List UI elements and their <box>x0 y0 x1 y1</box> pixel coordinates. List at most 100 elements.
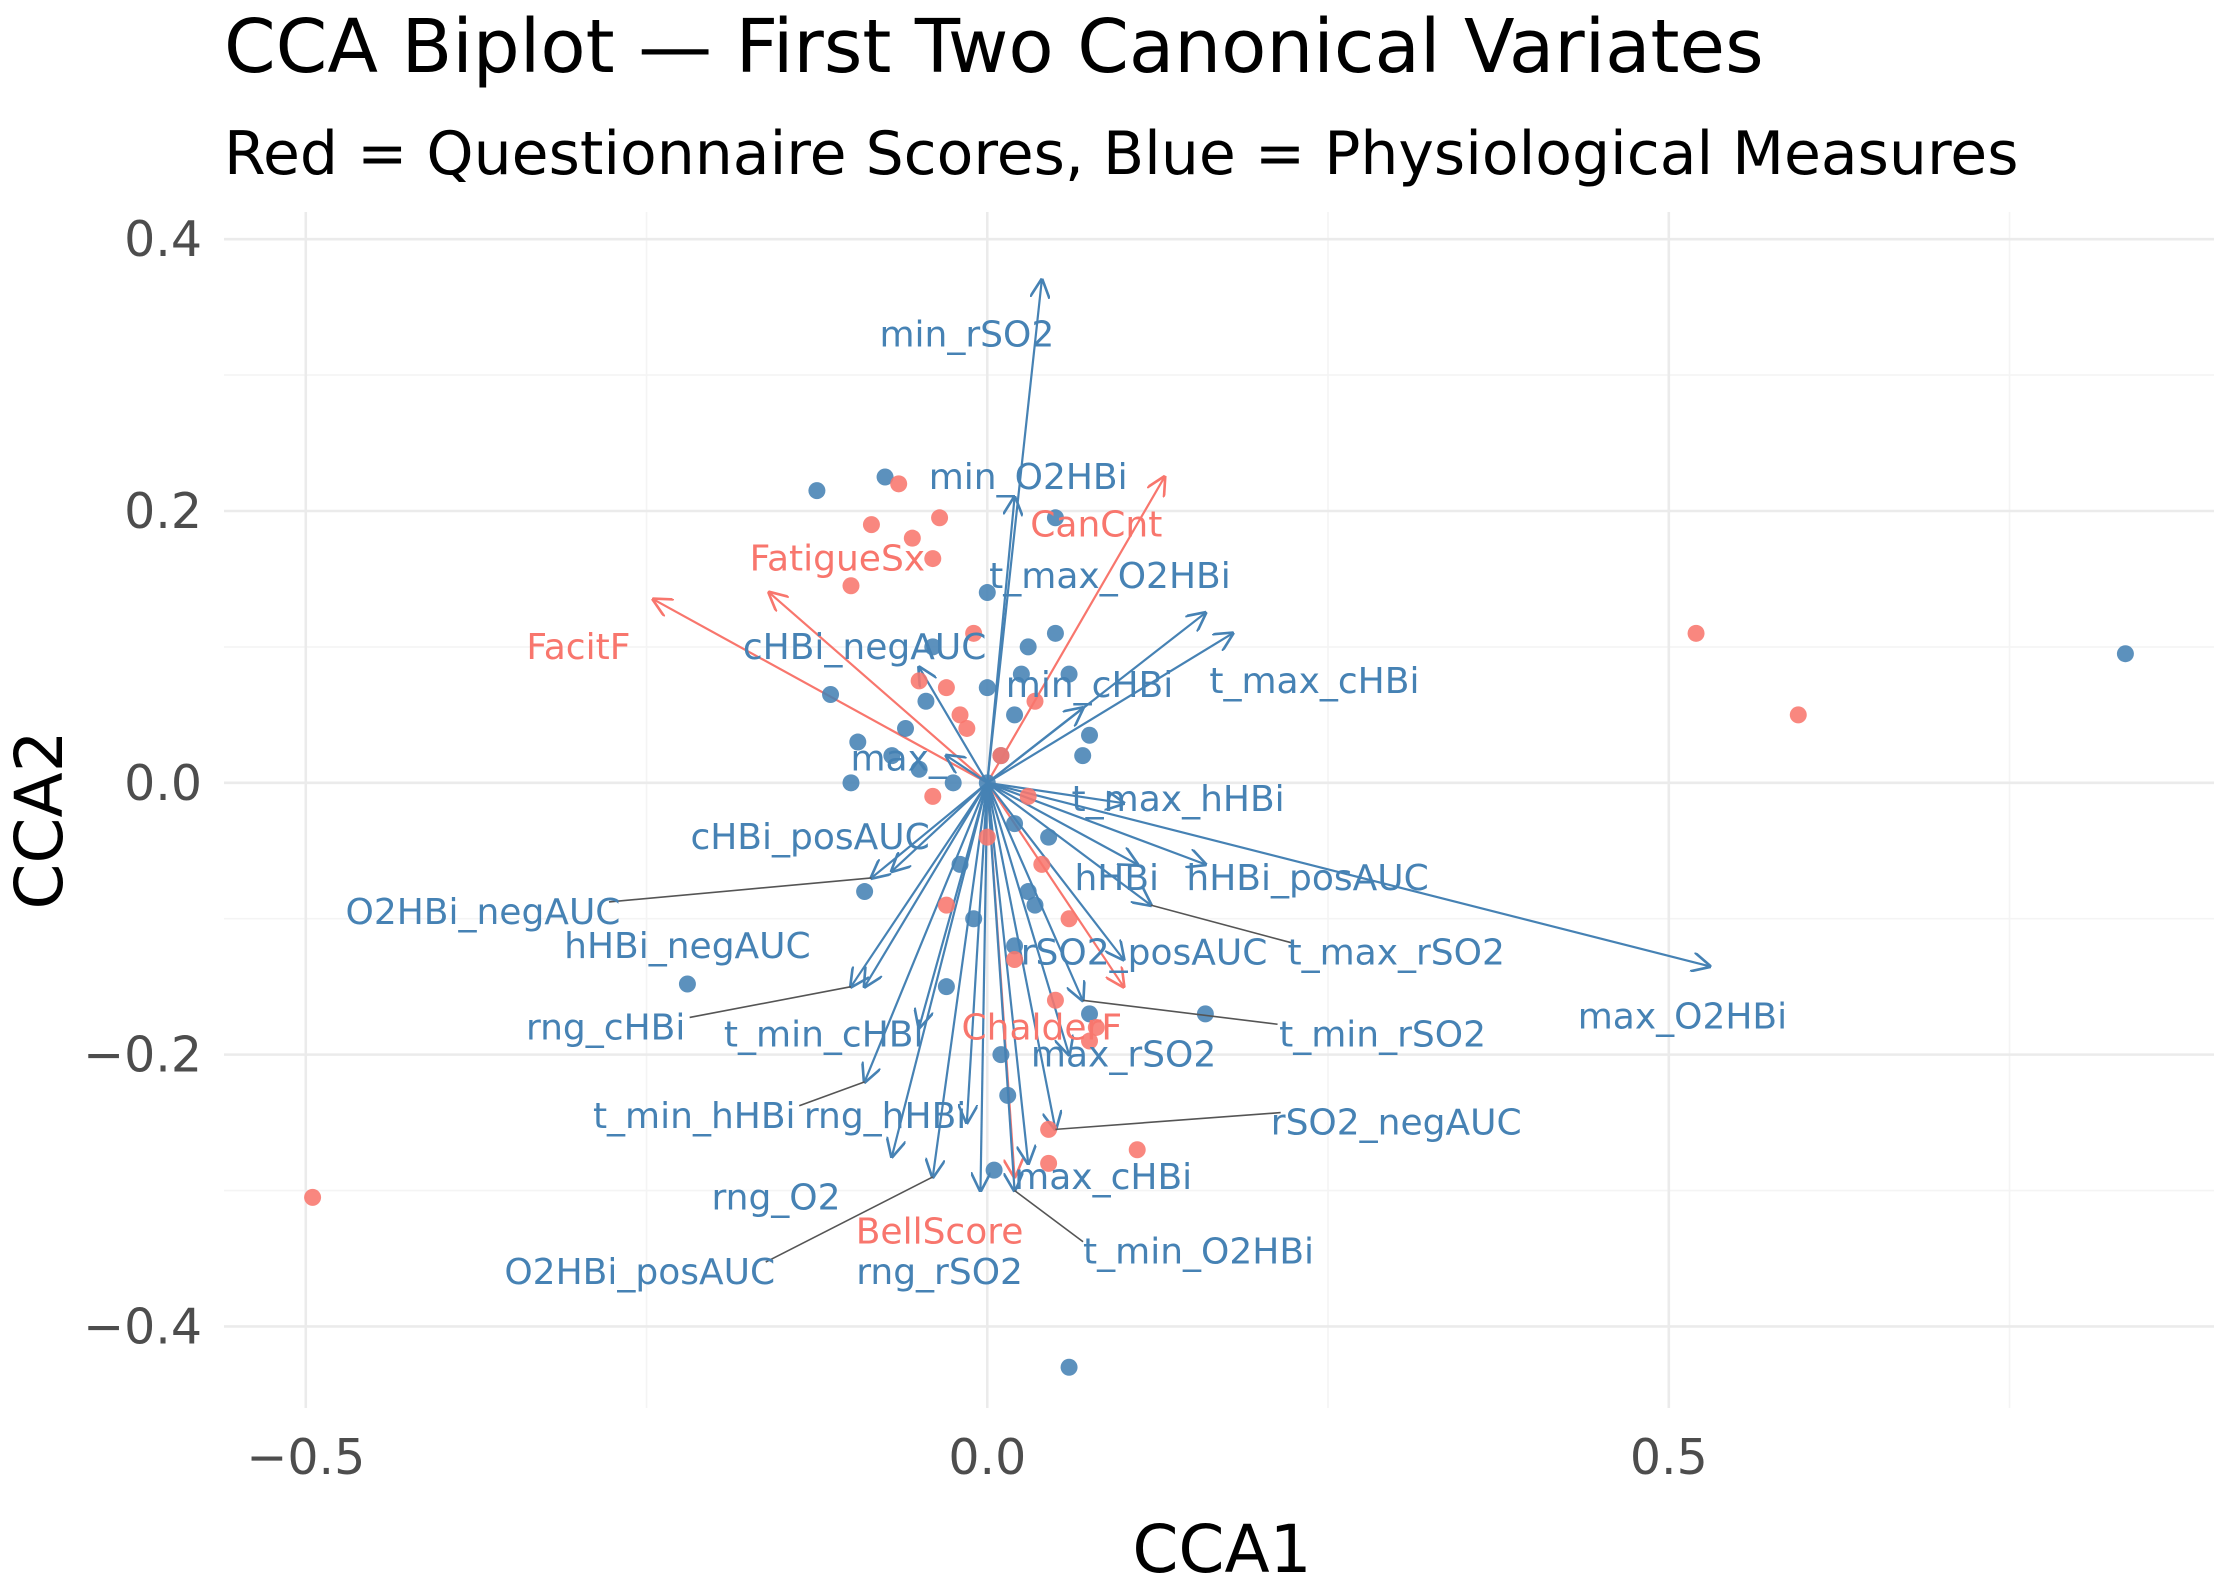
physiological-point <box>678 975 696 993</box>
physiological-point <box>849 733 867 751</box>
questionnaire-point <box>1040 1154 1058 1172</box>
observation-points <box>304 468 2134 1376</box>
questionnaire-point <box>1046 991 1064 1009</box>
questionnaire-point <box>1040 1120 1058 1138</box>
physiological-vector-arrow <box>933 782 989 1177</box>
physiological-vector-label: rSO2_posAUC <box>1021 933 1268 974</box>
physiological-point <box>1046 509 1064 527</box>
physiological-point <box>842 774 860 792</box>
physiological-vector-label: hHBi_posAUC <box>1186 858 1428 899</box>
physiological-vector-label: t_max_O2HBi <box>989 556 1231 597</box>
questionnaire-point <box>1019 787 1037 805</box>
physiological-point <box>1060 1358 1078 1376</box>
y-tick-label: 0.4 <box>124 211 202 268</box>
questionnaire-point <box>304 1188 322 1206</box>
x-tick-label: 0.5 <box>1630 1429 1708 1486</box>
physiological-point <box>1019 883 1037 901</box>
physiological-vector-label: max_rSO2 <box>1031 1035 1216 1076</box>
questionnaire-point <box>1033 855 1051 873</box>
physiological-vector-arrow <box>986 708 1082 784</box>
questionnaire-point <box>1789 706 1807 724</box>
physiological-point <box>1040 828 1058 846</box>
physiological-vector-arrow <box>892 782 989 871</box>
physiological-vector-label: hHBi_negAUC <box>564 926 811 967</box>
physiological-point <box>951 855 969 873</box>
y-tick-label: 0.2 <box>124 483 202 540</box>
physiological-vector-arrow <box>986 781 1151 905</box>
physiological-vector-label: min_O2HBi <box>929 457 1128 498</box>
physiological-vector-label: t_max_cHBi <box>1209 661 1419 702</box>
questionnaire-point <box>862 516 880 534</box>
y-tick-label: 0.0 <box>124 755 202 812</box>
label-leader-line <box>1150 904 1292 944</box>
y-tick-label: −0.4 <box>83 1298 202 1355</box>
physiological-vector-label: O2HBi_negAUC <box>345 892 620 933</box>
physiological-vector-arrow <box>980 782 987 1191</box>
physiological-point <box>1046 624 1064 642</box>
questionnaire-vector-label: FatigueSx <box>750 539 926 580</box>
questionnaire-point <box>992 747 1010 765</box>
questionnaire-point <box>931 509 949 527</box>
physiological-vector-label: t_min_O2HBi <box>1083 1232 1314 1273</box>
physiological-point <box>1006 706 1024 724</box>
physiological-point <box>999 1086 1017 1104</box>
physiological-vector-arrow <box>865 782 989 987</box>
physiological-point <box>1081 726 1099 744</box>
physiological-point <box>2116 645 2134 663</box>
chart-title: CCA Biplot — First Two Canonical Variate… <box>224 4 1764 90</box>
physiological-vector-arrow <box>986 782 1123 960</box>
questionnaire-point <box>924 787 942 805</box>
vector-labels: FacitF FatigueSx CanCnt ChalderF BellScore mi… <box>345 314 1787 1293</box>
physiological-vector-label: t_min_hHBi <box>593 1096 796 1137</box>
physiological-point <box>808 482 826 500</box>
physiological-point <box>1081 1005 1099 1023</box>
physiological-vector-label: t_min_rSO2 <box>1279 1014 1486 1055</box>
questionnaire-point <box>965 624 983 642</box>
questionnaire-point <box>951 706 969 724</box>
label-leader-line <box>1055 1111 1281 1131</box>
physiological-point <box>897 719 915 737</box>
physiological-point <box>876 468 894 486</box>
label-leader-line <box>798 1081 865 1107</box>
physiological-vector-arrow <box>986 781 1137 865</box>
physiological-vector-label: t_min_cHBi <box>724 1014 924 1055</box>
physiological-vector-arrow <box>986 497 1014 783</box>
questionnaire-point <box>910 672 928 690</box>
physiological-point <box>1012 665 1030 683</box>
questionnaire-point <box>924 550 942 568</box>
physiological-point <box>822 685 840 703</box>
y-axis-ticks: −0.4 −0.2 0.0 0.2 0.4 <box>83 211 202 1355</box>
physiological-point <box>1026 896 1044 914</box>
physiological-vector-label: rSO2_negAUC <box>1271 1103 1522 1144</box>
physiological-point <box>978 584 996 602</box>
physiological-point <box>924 638 942 656</box>
physiological-vector-arrow <box>986 782 1014 1191</box>
questionnaire-point <box>890 475 908 493</box>
physiological-vector-label: rng_cHBi <box>526 1007 685 1048</box>
questionnaire-point <box>1006 951 1024 968</box>
label-leader-line <box>608 877 872 903</box>
physiological-point <box>992 1046 1010 1064</box>
physiological-vector-label: hHBi <box>1074 858 1159 899</box>
physiological-vector-label: rng_hHBi <box>804 1096 966 1137</box>
questionnaire-point <box>978 828 996 846</box>
physiological-vector-label: max_O2HBi <box>1578 997 1787 1038</box>
physiological-vector-arrow <box>987 781 1123 803</box>
physiological-point <box>937 978 955 996</box>
x-axis-title: CCA1 <box>1132 1511 1311 1588</box>
questionnaire-point <box>1081 1032 1099 1050</box>
physiological-vector-arrow <box>851 782 989 987</box>
physiological-point <box>978 679 996 697</box>
questionnaire-point <box>937 896 955 914</box>
physiological-point <box>965 910 983 928</box>
physiological-vector-arrow <box>986 782 1028 1164</box>
questionnaire-point <box>958 719 976 737</box>
physiological-point <box>978 774 996 792</box>
label-leader-line <box>765 1176 934 1263</box>
questionnaire-vector-arrow <box>769 593 989 784</box>
physiological-point <box>1060 665 1078 683</box>
label-leader-line <box>689 985 852 1019</box>
physiological-vector-arrow <box>871 781 988 878</box>
physiological-vector-label: cHBi_negAUC <box>743 627 987 668</box>
label-leader-line <box>1082 999 1278 1026</box>
